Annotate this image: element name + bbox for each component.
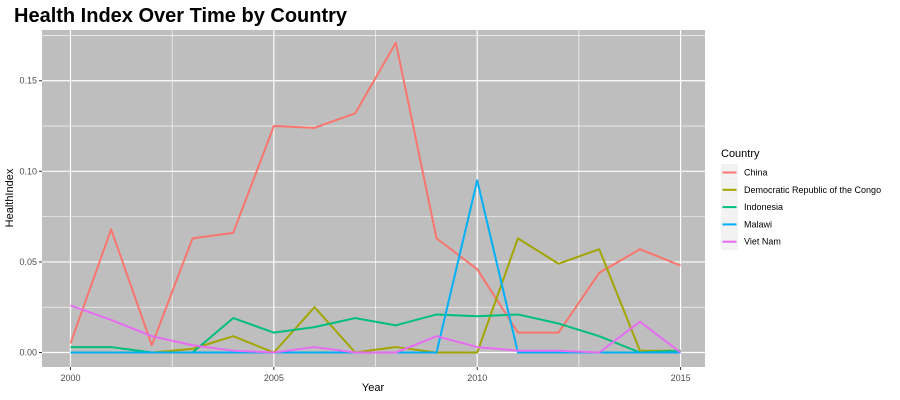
series-line-democratic-republic-of-the-congo <box>70 237 681 354</box>
legend-label: Indonesia <box>744 202 783 212</box>
plot-panel <box>42 30 705 367</box>
legend-label: Democratic Republic of the Congo <box>744 185 881 195</box>
x-tick-label: 2005 <box>264 373 284 383</box>
legend-label: Viet Nam <box>744 237 781 247</box>
series-line-china <box>69 41 681 347</box>
x-tick-label: 2000 <box>60 373 80 383</box>
series-line-viet-nam <box>70 304 682 354</box>
y-tick-label: 0.15 <box>19 76 37 86</box>
y-tick-label: 0.05 <box>19 257 37 267</box>
y-tick-label: 0.00 <box>19 348 37 358</box>
legend-items: China Democratic Republic of the Congo Ind… <box>721 164 881 251</box>
legend-title: Country <box>721 148 760 160</box>
chart-title: Health Index Over Time by Country <box>14 5 348 27</box>
x-axis-title: Year <box>362 382 385 394</box>
legend-label: China <box>744 168 768 178</box>
x-tick-label: 2010 <box>467 373 487 383</box>
legend: Country China Democratic Republic of the … <box>721 148 881 251</box>
x-axis-ticks: 2000 2005 2010 2015 <box>60 367 691 383</box>
y-tick-label: 0.10 <box>19 166 37 176</box>
minor-gridlines <box>42 30 705 367</box>
series-lines <box>69 41 682 354</box>
y-axis-title: HealthIndex <box>4 168 16 227</box>
x-tick-label: 2015 <box>671 373 691 383</box>
y-axis-ticks: 0.00 0.05 0.10 0.15 <box>19 76 42 358</box>
legend-label: Malawi <box>744 219 772 229</box>
